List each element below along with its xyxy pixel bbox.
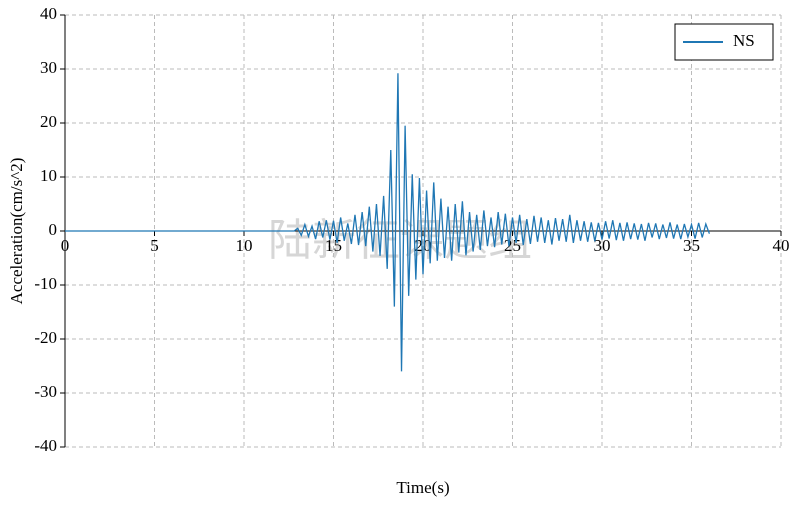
x-tick-label: 25 [504, 236, 521, 255]
x-tick-label: 10 [236, 236, 253, 255]
y-tick-label: 30 [40, 58, 57, 77]
y-tick-label: 10 [40, 166, 57, 185]
y-tick-label: -20 [34, 328, 57, 347]
x-tick-label: 5 [150, 236, 159, 255]
y-tick-label: 0 [49, 220, 58, 239]
data-line [65, 73, 711, 372]
x-tick-label: 15 [325, 236, 342, 255]
y-tick-label: 20 [40, 112, 57, 131]
y-axis-label: Acceleration(cm/s^2) [7, 158, 26, 305]
x-tick-label: 20 [415, 236, 432, 255]
x-tick-label: 30 [594, 236, 611, 255]
y-tick-label: -30 [34, 382, 57, 401]
x-tick-label: 35 [683, 236, 700, 255]
y-tick-label: 40 [40, 4, 57, 23]
y-tick-label: -40 [34, 436, 57, 455]
legend-label: NS [733, 31, 755, 50]
y-tick-label: -10 [34, 274, 57, 293]
x-axis-label: Time(s) [396, 478, 449, 497]
x-tick-label: 40 [773, 236, 790, 255]
